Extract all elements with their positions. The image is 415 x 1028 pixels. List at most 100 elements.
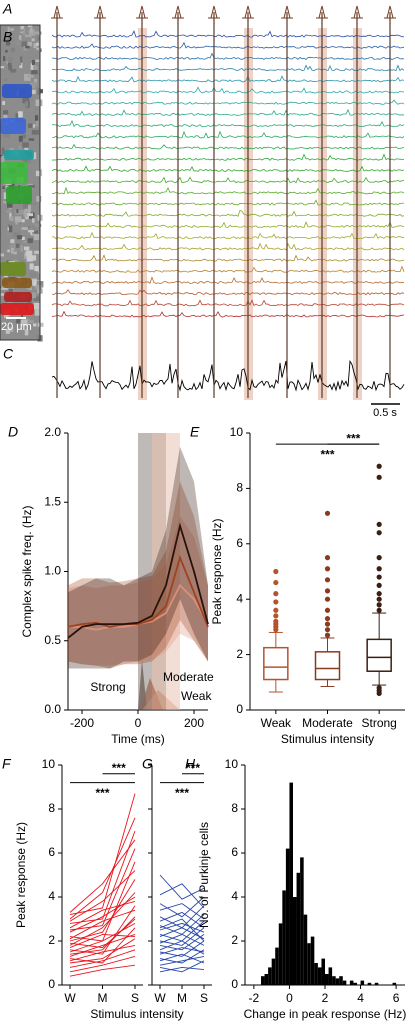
image-texture bbox=[16, 317, 22, 324]
x-tick-label: S bbox=[200, 991, 208, 1005]
image-texture bbox=[3, 131, 10, 138]
paired-line bbox=[69, 949, 136, 968]
histogram-bar bbox=[271, 958, 276, 985]
box bbox=[366, 638, 392, 672]
image-texture bbox=[33, 64, 37, 71]
y-tick-label: 8 bbox=[48, 801, 55, 815]
x-tick-label: M bbox=[177, 991, 187, 1005]
image-texture bbox=[22, 28, 26, 35]
histogram-bar bbox=[339, 976, 343, 985]
image-texture bbox=[15, 113, 20, 118]
histogram-bar bbox=[328, 967, 333, 985]
image-texture bbox=[36, 42, 39, 46]
image-texture bbox=[29, 202, 37, 205]
histogram-bar bbox=[282, 890, 286, 985]
trace bbox=[51, 265, 405, 273]
image-texture bbox=[10, 28, 14, 31]
outlier bbox=[273, 599, 279, 605]
panel-label: G bbox=[142, 756, 153, 772]
histogram-bar bbox=[275, 947, 279, 985]
image-texture bbox=[29, 263, 34, 270]
error-band bbox=[68, 481, 208, 669]
image-texture bbox=[30, 225, 36, 232]
legend-label: Strong bbox=[90, 680, 125, 694]
series-line bbox=[67, 554, 209, 628]
outlier bbox=[273, 613, 279, 619]
histogram-bar bbox=[325, 974, 329, 985]
y-tick-label: 2 bbox=[231, 933, 238, 947]
pulse bbox=[283, 5, 291, 19]
image-texture bbox=[14, 216, 22, 223]
paired-line bbox=[69, 927, 136, 964]
histogram-bar bbox=[268, 967, 272, 985]
image-texture bbox=[30, 292, 37, 299]
image-texture bbox=[5, 210, 12, 213]
y-tick-label: 1.0 bbox=[44, 564, 61, 578]
image-texture bbox=[34, 115, 39, 121]
paired-line bbox=[159, 955, 205, 966]
histogram-bar bbox=[310, 936, 315, 985]
image-texture bbox=[16, 209, 19, 214]
panel-label: A bbox=[2, 1, 12, 17]
x-tick-label: S bbox=[131, 991, 139, 1005]
image-texture bbox=[8, 206, 12, 210]
image-texture bbox=[37, 88, 41, 95]
x-axis-label: Time (ms) bbox=[111, 732, 165, 746]
image-texture bbox=[27, 213, 34, 217]
y-tick-label: 0 bbox=[236, 702, 243, 716]
image-texture bbox=[22, 97, 29, 104]
trace bbox=[51, 41, 405, 49]
histogram-bar bbox=[296, 872, 301, 985]
histogram-bar bbox=[293, 897, 297, 985]
outlier bbox=[376, 463, 382, 469]
histogram-bar bbox=[307, 943, 311, 985]
trace bbox=[51, 221, 405, 229]
image-texture bbox=[2, 110, 9, 115]
image-frame bbox=[0, 24, 41, 341]
cell-region bbox=[6, 186, 32, 204]
y-tick-label: 8 bbox=[236, 481, 243, 495]
cell-region bbox=[4, 292, 32, 302]
image-texture bbox=[15, 221, 18, 225]
image-texture bbox=[5, 329, 10, 334]
outlier bbox=[376, 521, 382, 528]
image-texture bbox=[30, 89, 36, 95]
image-texture bbox=[5, 50, 8, 53]
image-texture bbox=[0, 253, 5, 257]
image-texture bbox=[18, 183, 21, 189]
image-texture bbox=[35, 169, 43, 177]
x-tick-label: W bbox=[64, 991, 76, 1005]
image-texture bbox=[35, 224, 42, 227]
image-texture bbox=[34, 166, 41, 171]
outlier bbox=[273, 579, 279, 586]
image-texture bbox=[27, 230, 34, 233]
y-axis-label: Peak response (Hz) bbox=[210, 518, 224, 624]
image-texture bbox=[25, 215, 29, 220]
legend-label: Moderate bbox=[163, 670, 214, 684]
cell-region bbox=[4, 150, 34, 160]
x-tick-label: 0 bbox=[135, 716, 142, 730]
image-texture bbox=[10, 239, 15, 244]
trace bbox=[51, 119, 405, 128]
image-texture bbox=[22, 142, 29, 148]
outlier bbox=[324, 510, 331, 516]
image-texture bbox=[28, 227, 32, 230]
x-axis-label: Stimulus intensity bbox=[90, 1007, 183, 1021]
image-texture bbox=[24, 101, 29, 107]
image-texture bbox=[31, 129, 39, 135]
image-texture bbox=[13, 232, 20, 237]
image-texture bbox=[8, 285, 13, 293]
paired-line bbox=[159, 949, 205, 964]
image-texture bbox=[25, 158, 28, 165]
image-texture bbox=[33, 199, 38, 205]
image-texture bbox=[1, 155, 5, 163]
outlier bbox=[324, 588, 331, 594]
image-texture bbox=[27, 184, 35, 189]
image-texture bbox=[35, 99, 43, 107]
x-tick-label: Strong bbox=[361, 716, 396, 730]
histogram-bar bbox=[321, 958, 325, 985]
outlier bbox=[376, 591, 382, 597]
image-texture bbox=[22, 134, 26, 139]
pulse bbox=[96, 5, 104, 19]
paired-line bbox=[69, 905, 136, 955]
